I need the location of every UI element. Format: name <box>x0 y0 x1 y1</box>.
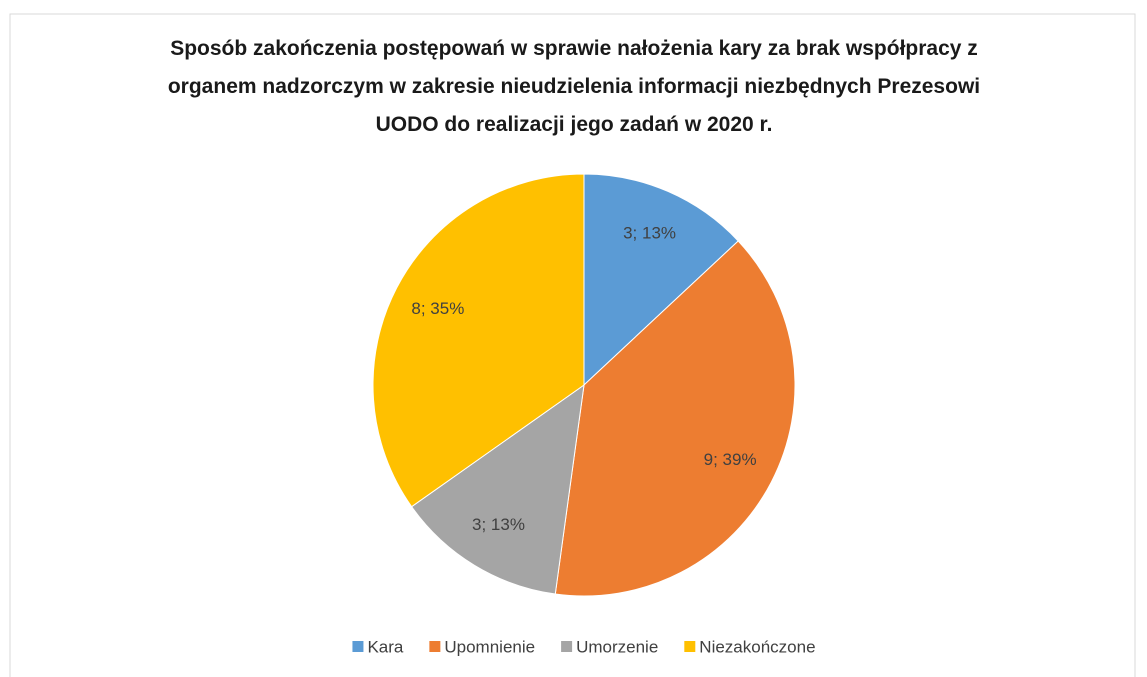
data-label: 3; 13% <box>623 224 676 243</box>
legend-swatch <box>352 641 364 652</box>
data-label: 8; 35% <box>411 299 464 318</box>
pie-slice <box>583 173 739 387</box>
data-label: 9; 39% <box>704 450 757 469</box>
legend-label: Umorzenie <box>576 637 658 656</box>
legend-label: Kara <box>367 637 403 656</box>
pie-slice <box>410 383 585 595</box>
pie-slice <box>372 173 585 508</box>
legend-label: Upomnienie <box>444 637 535 656</box>
legend-label: Niezakończone <box>699 637 815 656</box>
pie-slice <box>554 240 796 597</box>
data-label: 3; 13% <box>472 515 525 534</box>
legend-swatch <box>561 641 573 652</box>
legend-swatch <box>429 641 441 652</box>
legend-swatch <box>684 641 696 652</box>
chart-title: Sposób zakończenia postępowań w sprawie … <box>167 37 981 136</box>
chart-frame <box>9 13 1136 677</box>
